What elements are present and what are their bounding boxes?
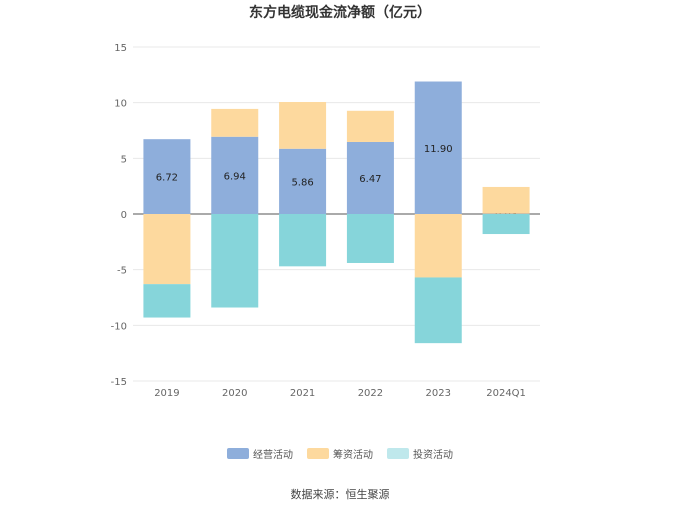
bar-data-label: 5.86 <box>291 177 313 188</box>
y-tick-label: 15 <box>114 43 127 54</box>
bar-segment <box>482 214 530 235</box>
bar-segment <box>414 214 462 278</box>
y-tick-label: -5 <box>117 266 127 277</box>
bar-segment <box>279 101 327 149</box>
legend-swatch-investing <box>387 448 409 459</box>
bar-segment <box>279 214 327 267</box>
bar-data-label: 11.90 <box>424 144 453 155</box>
legend-swatch-operating <box>227 448 249 459</box>
data-source-note: 数据来源：恒生聚源 <box>290 488 390 501</box>
y-tick-label: 10 <box>114 99 127 110</box>
x-tick-label: 2019 <box>154 388 179 399</box>
x-tick-label: 2020 <box>222 388 247 399</box>
bar-segment <box>211 136 259 214</box>
legend-label-financing: 筹资活动 <box>333 450 373 461</box>
legend-item-operating[interactable]: 经营活动 <box>227 446 293 461</box>
chart-legend: 经营活动 筹资活动 投资活动 <box>0 446 680 461</box>
legend-label-investing: 投资活动 <box>413 450 453 461</box>
y-tick-label: -10 <box>111 321 127 332</box>
bar-data-label: 6.94 <box>224 171 246 182</box>
bar-segment <box>143 139 191 214</box>
bar-segment <box>143 214 191 285</box>
bar-segment <box>346 141 394 214</box>
bar-data-label: 6.72 <box>156 173 178 184</box>
bar-segment <box>211 108 259 137</box>
bar-segment <box>143 284 191 318</box>
bar-chart: 15 10 5 0 -5 -10 -15 2019 2020 2021 2022 2023 2024Q1… <box>111 43 540 399</box>
bar-segment <box>346 110 394 142</box>
bar-segment <box>482 213 530 215</box>
x-tick-label: 2022 <box>358 388 383 399</box>
x-tick-label: 2021 <box>290 388 315 399</box>
legend-item-investing[interactable]: 投资活动 <box>387 446 453 461</box>
bar-segment <box>414 81 462 214</box>
bar-segment <box>414 277 462 344</box>
bar-segment <box>211 214 259 308</box>
legend-swatch-financing <box>307 448 329 459</box>
y-tick-label: 5 <box>121 154 127 165</box>
y-tick-label: 0 <box>121 210 127 221</box>
bar-segment <box>482 186 530 214</box>
x-tick-label: 2023 <box>426 388 451 399</box>
legend-item-financing[interactable]: 筹资活动 <box>307 446 373 461</box>
bar-segment <box>279 148 327 214</box>
y-tick-label: -15 <box>111 377 127 388</box>
bar-segment <box>346 214 394 263</box>
x-tick-label: 2024Q1 <box>486 388 526 399</box>
chart-title: 东方电缆现金流净额（亿元） <box>249 5 431 21</box>
bar-data-label: 6.47 <box>359 174 381 185</box>
legend-label-operating: 经营活动 <box>253 450 293 461</box>
